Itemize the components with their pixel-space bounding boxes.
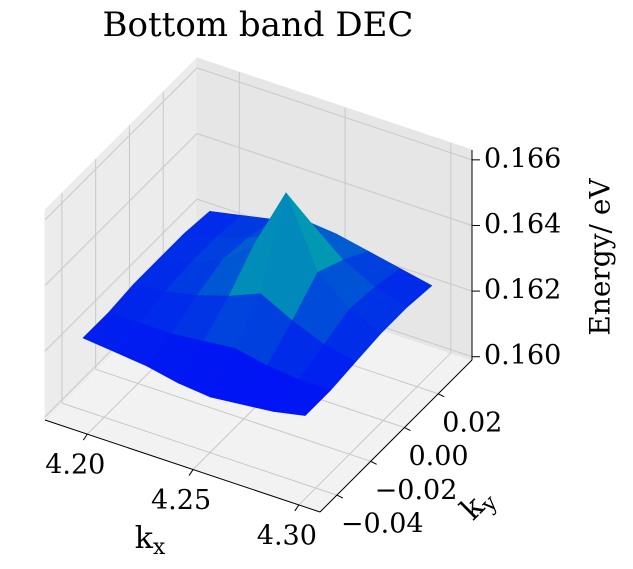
- z-tick-label: 0.160: [484, 340, 561, 371]
- grid-line: [95, 368, 371, 462]
- grid-line: [44, 198, 198, 352]
- grid-line: [196, 132, 473, 226]
- y-tick-mark: [336, 494, 344, 499]
- x-tick-label: 4.20: [45, 450, 105, 481]
- chart-title: Bottom band DEC: [103, 5, 414, 45]
- surface-patch: [273, 379, 331, 416]
- y-tick-label: 0.02: [442, 407, 502, 438]
- x-tick-mark: [294, 504, 300, 512]
- grid-line: [196, 67, 473, 161]
- y-axis-label: ky: [454, 480, 504, 530]
- y-tick-mark: [437, 393, 445, 398]
- x-tick-mark: [82, 433, 88, 441]
- y-tick-label: 0.00: [408, 441, 468, 472]
- grid-line: [61, 402, 338, 496]
- y-tick-mark: [370, 460, 377, 465]
- grid-line: [44, 67, 198, 221]
- tick-labels: 4.20 4.25 4.30 −0.04−0.020.000.02 0.160 0.162…: [45, 143, 561, 551]
- z-axis-label: Energy/ eV: [584, 178, 617, 336]
- x-axis-label: kx: [135, 521, 166, 560]
- x-label-sub: x: [153, 535, 166, 560]
- x-tick-label: 4.30: [257, 520, 317, 551]
- z-tick-label: 0.166: [484, 143, 561, 174]
- y-tick-label: −0.04: [341, 509, 424, 540]
- z-tick-label: 0.162: [484, 275, 561, 306]
- x-tick-label: 4.25: [151, 485, 211, 516]
- z-tick-label: 0.164: [484, 209, 561, 240]
- x-label-base: k: [135, 521, 154, 556]
- axis-line: [44, 419, 321, 513]
- y-tick-mark: [404, 427, 411, 432]
- grid-line: [44, 133, 198, 286]
- grid-line: [298, 352, 452, 506]
- y-tick-label: −0.02: [375, 475, 458, 506]
- surface: [82, 192, 433, 416]
- axis-line: [319, 359, 473, 513]
- x-tick-mark: [188, 469, 194, 476]
